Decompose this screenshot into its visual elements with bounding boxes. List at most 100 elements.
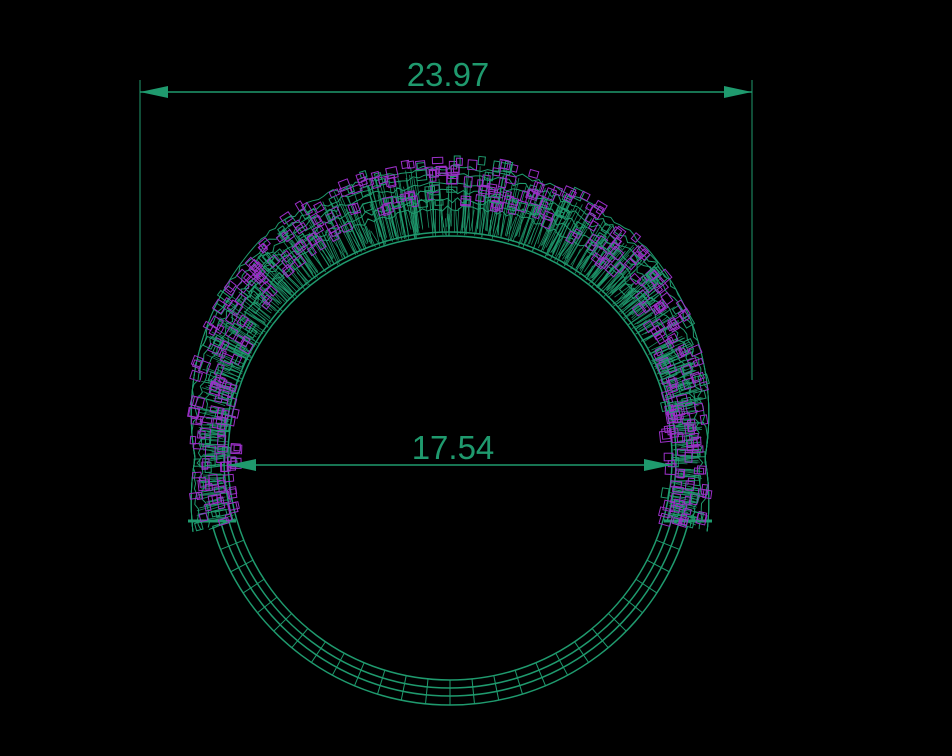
stone-outline <box>248 263 262 277</box>
stone-outline <box>697 373 710 387</box>
band-arc <box>211 526 689 706</box>
stone-outline <box>266 254 281 269</box>
stone-outline <box>667 460 675 468</box>
stone-outline <box>272 248 286 262</box>
stone-outline <box>693 389 707 402</box>
stone-outline <box>646 279 658 291</box>
setting-prong-line <box>389 222 395 239</box>
stone-outline <box>650 274 664 289</box>
band-segment-line <box>400 675 407 701</box>
setting-prong-line <box>405 170 418 239</box>
inner-diameter-dimension[interactable]: 17.54 <box>228 429 672 471</box>
setting-prong-line <box>616 283 634 303</box>
stone-outline <box>671 304 684 316</box>
stone-outline <box>415 169 428 182</box>
setting-prong-line <box>223 367 239 373</box>
setting-rail <box>190 188 710 532</box>
stone-outline <box>193 458 201 467</box>
stone-outline <box>208 381 222 396</box>
stone-outline <box>226 396 238 408</box>
stone-outline <box>660 347 674 359</box>
setting-prong-line <box>545 220 566 257</box>
setting-prong-line <box>501 212 505 235</box>
stone-outline <box>214 394 224 404</box>
setting-prong-line <box>446 180 450 227</box>
setting-prong-line <box>260 286 280 306</box>
setting-prong-line <box>389 204 398 241</box>
stone-outline <box>612 225 627 240</box>
setting-prong-line <box>500 183 513 237</box>
setting-prong-line <box>611 269 632 295</box>
stone-outline <box>216 434 227 446</box>
stone-outline <box>311 224 325 236</box>
setting-prong-line <box>485 198 491 231</box>
stone-outline <box>434 199 444 206</box>
stone-outline <box>529 192 545 207</box>
stone-outline <box>477 155 486 166</box>
stone-outline <box>414 160 426 171</box>
setting-prong-line <box>562 209 593 264</box>
stone-outline <box>221 380 232 390</box>
stone-outline <box>658 512 674 527</box>
stone-outline <box>670 492 682 505</box>
stone-outline <box>534 181 546 193</box>
setting-prong-line <box>339 203 360 247</box>
stone-outline <box>599 238 612 251</box>
stone-outline <box>666 363 678 374</box>
stone-outline <box>669 480 683 489</box>
setting-prong-line <box>266 277 287 295</box>
setting-prong-line <box>401 197 412 230</box>
ring-upper-band-wireframe <box>190 164 710 532</box>
stone-outline <box>491 200 504 210</box>
stone-outline <box>244 256 259 271</box>
setting-prong-line <box>254 285 282 305</box>
stone-outline <box>306 207 318 219</box>
setting-rail <box>196 205 704 528</box>
setting-prong-line <box>552 209 573 254</box>
stone-outline <box>671 457 679 468</box>
setting-prong-line <box>570 248 581 270</box>
setting-prong-line <box>203 448 221 454</box>
stone-outline <box>678 513 688 525</box>
band-segment-line <box>646 559 670 573</box>
setting-prong-line <box>634 312 654 325</box>
setting-prong-line <box>259 252 297 292</box>
stone-outline <box>435 165 447 177</box>
outer-width-dimension[interactable]: 23.97 <box>139 56 753 380</box>
stone-outline <box>681 377 696 391</box>
stone-outline <box>429 169 437 182</box>
band-segment-line <box>656 539 680 550</box>
stone-outline <box>507 199 521 211</box>
stone-outline <box>629 272 642 286</box>
stone-outline <box>659 370 671 381</box>
stone-outline <box>406 160 415 169</box>
setting-prong-line <box>197 395 226 407</box>
setting-prong-line <box>544 195 572 258</box>
setting-prong-line <box>620 277 662 314</box>
stone-outline <box>202 458 210 469</box>
stone-outline <box>608 245 625 261</box>
stone-outline <box>227 501 240 511</box>
setting-prong-line <box>373 218 381 247</box>
stone-outline <box>261 251 275 265</box>
stone-outline <box>258 237 271 250</box>
stone-outline <box>238 339 254 355</box>
stone-outline <box>197 359 212 375</box>
setting-prong-line <box>631 320 648 329</box>
setting-prong-line <box>202 487 230 493</box>
stone-outline <box>410 195 419 208</box>
stone-outline <box>447 172 459 180</box>
stone-outline <box>204 445 216 458</box>
stone-outline <box>669 504 681 514</box>
setting-prong-line <box>666 369 697 385</box>
setting-prong-line <box>472 201 474 232</box>
stone-outline <box>631 302 647 317</box>
ring-stones-wireframe <box>187 155 713 532</box>
setting-prong-line <box>296 272 311 286</box>
setting-prong-line <box>663 378 682 387</box>
stone-outline <box>662 499 676 513</box>
stone-outline <box>223 279 237 293</box>
stone-outline <box>667 401 679 414</box>
stone-outline <box>261 300 271 310</box>
